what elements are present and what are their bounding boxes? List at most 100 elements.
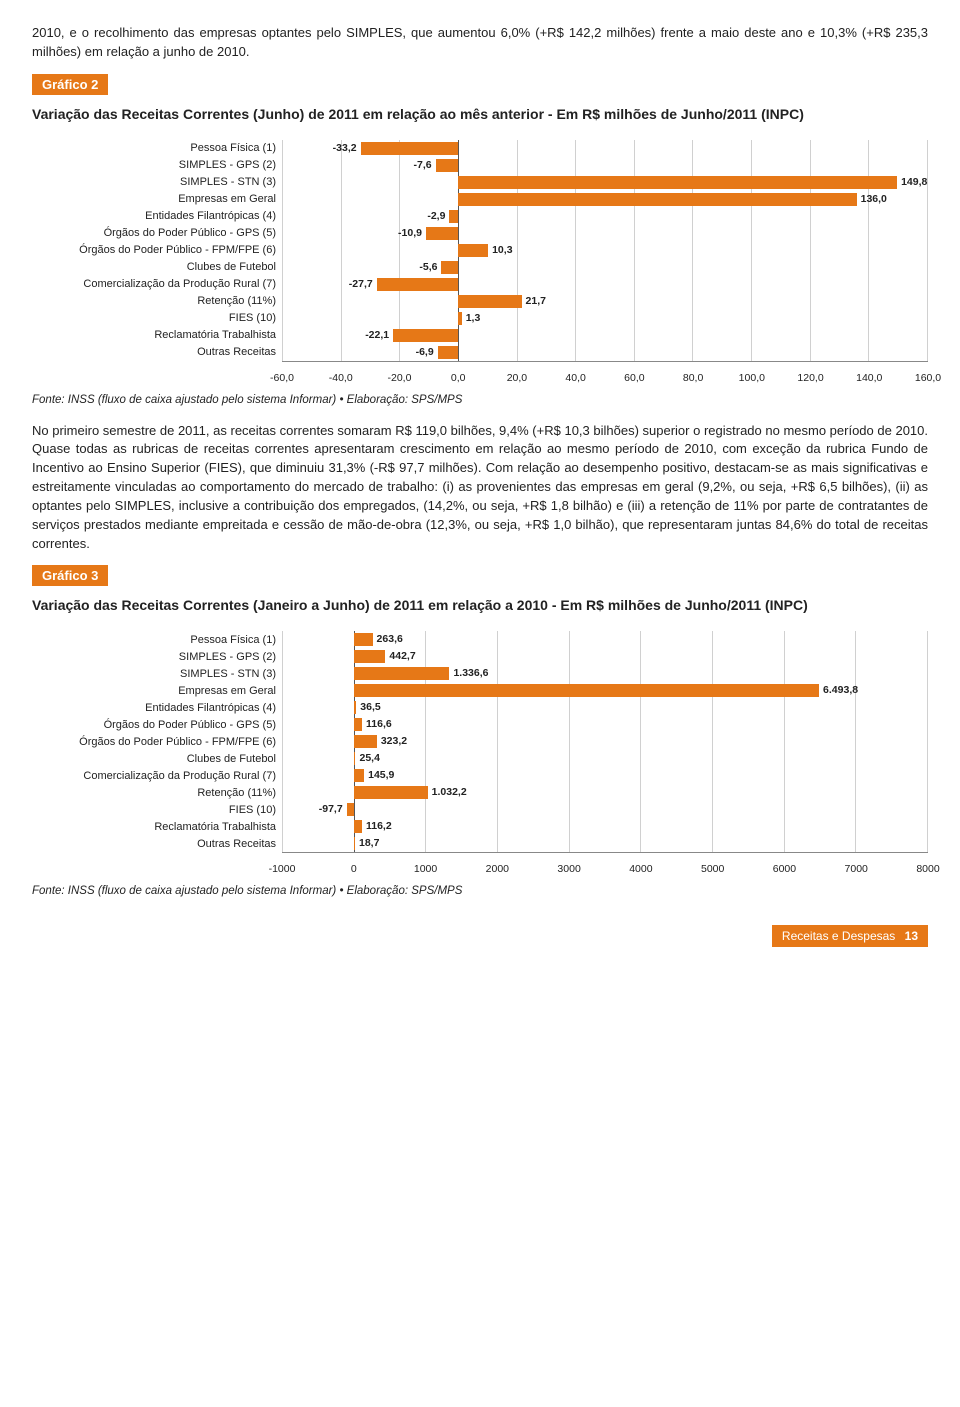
chart2-chart: Pessoa Física (1)SIMPLES - GPS (2)SIMPLE… (32, 140, 928, 362)
chart-bar-value: -97,7 (319, 803, 343, 815)
chart-bar-value: 1.032,2 (432, 786, 467, 798)
chart-bar (393, 329, 458, 342)
chart-bar-value: -6,9 (416, 346, 434, 358)
chart-x-tick: -20,0 (387, 372, 411, 384)
chart-x-tick: 3000 (557, 863, 580, 875)
chart-bar-value: -7,6 (414, 159, 432, 171)
chart-bar (354, 718, 362, 731)
chart-x-tick: 120,0 (797, 372, 823, 384)
chart-category-label: Pessoa Física (1) (32, 631, 282, 648)
chart-bar (354, 701, 357, 714)
chart-x-tick: 40,0 (565, 372, 585, 384)
chart-bar-value: 136,0 (861, 193, 887, 205)
chart2-title: Variação das Receitas Correntes (Junho) … (32, 105, 928, 124)
chart3-block: Gráfico 3 Variação das Receitas Corrente… (32, 565, 928, 879)
footer-section: Receitas e Despesas (782, 929, 895, 943)
chart-bar (449, 210, 458, 223)
chart-bar-value: 1,3 (466, 312, 481, 324)
chart-bar (354, 667, 450, 680)
chart-x-tick: 20,0 (507, 372, 527, 384)
mid-paragraph: No primeiro semestre de 2011, as receita… (32, 422, 928, 554)
chart-bar (354, 752, 356, 765)
chart-bar-value: 149,8 (901, 176, 927, 188)
chart-bar-value: -33,2 (333, 142, 357, 154)
chart-category-label: Outras Receitas (32, 344, 282, 361)
chart-bar-value: -2,9 (427, 210, 445, 222)
chart-bar-value: 25,4 (359, 752, 379, 764)
chart-category-label: SIMPLES - STN (3) (32, 174, 282, 191)
chart-x-tick: 0 (351, 863, 357, 875)
chart-bar-value: 21,7 (526, 295, 546, 307)
chart-category-label: Comercialização da Produção Rural (7) (32, 276, 282, 293)
chart2-block: Gráfico 2 Variação das Receitas Corrente… (32, 74, 928, 388)
chart-category-label: Empresas em Geral (32, 191, 282, 208)
footer-page: 13 (905, 929, 918, 943)
chart-x-tick: 4000 (629, 863, 652, 875)
chart-bar-value: 18,7 (359, 837, 379, 849)
chart-x-tick: -1000 (269, 863, 296, 875)
chart-bar-value: -10,9 (398, 227, 422, 239)
chart-bar (377, 278, 458, 291)
chart-category-label: SIMPLES - GPS (2) (32, 157, 282, 174)
chart-category-label: SIMPLES - STN (3) (32, 665, 282, 682)
chart-bar (458, 176, 897, 189)
chart-category-label: Órgãos do Poder Público - FPM/FPE (6) (32, 733, 282, 750)
chart-x-tick: 7000 (845, 863, 868, 875)
chart-bar (354, 735, 377, 748)
chart-category-label: SIMPLES - GPS (2) (32, 648, 282, 665)
chart-category-label: FIES (10) (32, 310, 282, 327)
chart-category-label: Órgãos do Poder Público - FPM/FPE (6) (32, 242, 282, 259)
chart-bar-value: 1.336,6 (453, 667, 488, 679)
chart-bar-value: 116,6 (366, 718, 392, 730)
chart-x-tick: 160,0 (915, 372, 941, 384)
chart-bar (354, 837, 355, 850)
chart-x-tick: 2000 (486, 863, 509, 875)
chart-category-label: Retenção (11%) (32, 293, 282, 310)
chart-bar (441, 261, 457, 274)
chart-bar (458, 193, 857, 206)
chart-x-tick: 1000 (414, 863, 437, 875)
chart-category-label: Reclamatória Trabalhista (32, 327, 282, 344)
chart-x-tick: 8000 (916, 863, 939, 875)
chart-category-label: Clubes de Futebol (32, 259, 282, 276)
chart-bar-value: -22,1 (365, 329, 389, 341)
chart-category-label: Retenção (11%) (32, 784, 282, 801)
chart-category-label: Empresas em Geral (32, 682, 282, 699)
chart-x-tick: 80,0 (683, 372, 703, 384)
chart-category-label: Clubes de Futebol (32, 750, 282, 767)
chart-x-tick: 100,0 (739, 372, 765, 384)
chart-category-label: Pessoa Física (1) (32, 140, 282, 157)
chart-bar (458, 312, 462, 325)
chart-bar-value: -27,7 (349, 278, 373, 290)
chart-category-label: Órgãos do Poder Público - GPS (5) (32, 225, 282, 242)
chart-x-tick: -40,0 (329, 372, 353, 384)
chart-category-label: Entidades Filantrópicas (4) (32, 699, 282, 716)
chart-x-tick: -60,0 (270, 372, 294, 384)
chart-category-label: Entidades Filantrópicas (4) (32, 208, 282, 225)
chart-category-label: Outras Receitas (32, 835, 282, 852)
chart-category-label: FIES (10) (32, 801, 282, 818)
chart-bar-value: 6.493,8 (823, 684, 858, 696)
intro-paragraph: 2010, e o recolhimento das empresas opta… (32, 24, 928, 62)
chart-bar-value: 10,3 (492, 244, 512, 256)
chart-bar-value: 442,7 (389, 650, 415, 662)
chart-bar (354, 684, 819, 697)
chart-x-tick: 5000 (701, 863, 724, 875)
chart-x-tick: 6000 (773, 863, 796, 875)
chart-x-tick: 0,0 (451, 372, 466, 384)
chart-bar (426, 227, 458, 240)
chart-bar (458, 244, 488, 257)
chart-bar-value: 323,2 (381, 735, 407, 747)
chart-bar (354, 769, 364, 782)
chart-bar (354, 633, 373, 646)
chart3-source: Fonte: INSS (fluxo de caixa ajustado pel… (32, 885, 928, 897)
chart3-tag: Gráfico 3 (32, 565, 108, 586)
chart-bar (438, 346, 458, 359)
chart-bar-value: -5,6 (419, 261, 437, 273)
chart-bar-value: 263,6 (377, 633, 403, 645)
chart-category-label: Reclamatória Trabalhista (32, 818, 282, 835)
chart2-tag: Gráfico 2 (32, 74, 108, 95)
chart-bar (354, 650, 386, 663)
chart3-chart: Pessoa Física (1)SIMPLES - GPS (2)SIMPLE… (32, 631, 928, 853)
chart-bar (354, 786, 428, 799)
